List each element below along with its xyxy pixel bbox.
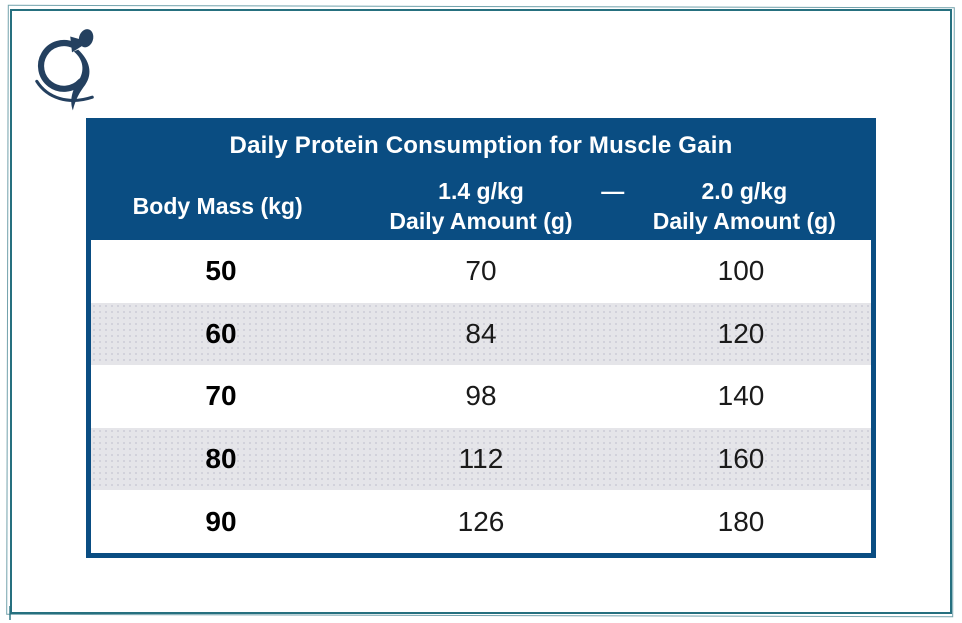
table-title: Daily Protein Consumption for Muscle Gai… <box>229 132 733 159</box>
daily-amount-cell: 70 <box>465 255 497 287</box>
protein-consumption-table: Daily Protein Consumption for Muscle Gai… <box>86 118 876 558</box>
logo-arrowhead-icon <box>70 36 89 53</box>
table-row: 70 98 140 <box>91 365 871 428</box>
column-header-sublabel: Daily Amount (g) <box>652 208 836 234</box>
table-row: 60 84 120 <box>91 302 871 366</box>
body-mass-cell: 50 <box>205 255 237 287</box>
daily-amount-cell: 126 <box>457 505 505 537</box>
column-header-sublabel: Daily Amount (g) <box>389 208 573 234</box>
column-header-label: 2.0 g/kg <box>701 178 788 204</box>
table-header: Daily Protein Consumption for Muscle Gai… <box>86 118 876 240</box>
header-dash-separator: — <box>601 178 625 204</box>
column-header-1-4-gkg: 1.4 g/kg Daily Amount (g) <box>349 176 612 236</box>
table-row: 80 112 160 <box>91 427 871 491</box>
daily-amount-cell: 84 <box>465 317 497 349</box>
logo-figure-body <box>71 49 90 111</box>
daily-amount-cell: 180 <box>717 505 765 537</box>
daily-amount-cell: 140 <box>717 380 765 412</box>
daily-amount-cell: 112 <box>458 443 504 475</box>
body-mass-cell: 80 <box>205 443 237 475</box>
motion-figure-arrow-logo <box>35 29 94 111</box>
body-mass-cell: 70 <box>205 380 237 412</box>
body-mass-cell: 60 <box>205 317 237 349</box>
daily-amount-cell: 120 <box>717 317 765 349</box>
column-header-2-0-gkg: 2.0 g/kg Daily Amount (g) <box>613 176 876 236</box>
column-header-label: Body Mass (kg) <box>132 193 303 219</box>
logo-circle-swoosh <box>37 40 84 92</box>
column-header-body-mass: Body Mass (kg) <box>86 176 349 236</box>
column-header-label: 1.4 g/kg <box>438 178 524 204</box>
body-mass-cell: 90 <box>205 505 237 537</box>
daily-amount-cell: 160 <box>717 443 765 475</box>
table-body: 50 70 100 60 84 120 70 98 140 80 112 160 90 126 180 <box>91 240 871 553</box>
daily-amount-cell: 98 <box>465 380 497 412</box>
logo-under-swoosh <box>35 79 94 102</box>
logo-figure-head <box>78 29 94 48</box>
table-row: 50 70 100 <box>91 240 871 303</box>
daily-amount-cell: 100 <box>717 255 765 287</box>
column-header-row: Body Mass (kg) 1.4 g/kg Daily Amount (g)… <box>86 176 876 236</box>
table-row: 90 126 180 <box>91 490 871 553</box>
